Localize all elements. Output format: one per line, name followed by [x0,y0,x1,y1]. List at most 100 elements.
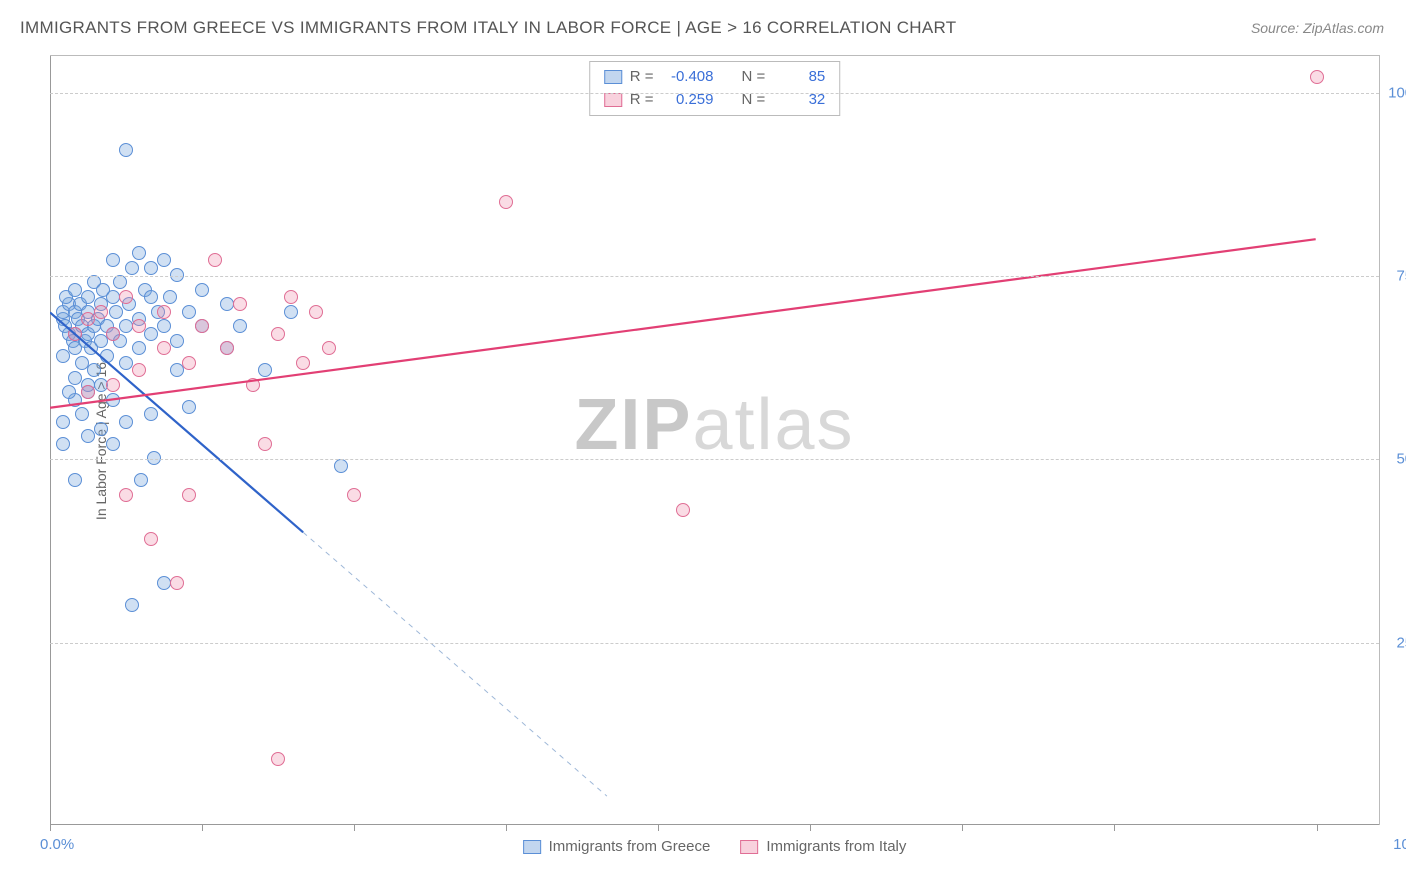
data-point [170,268,184,282]
data-point [119,488,133,502]
data-point [56,415,70,429]
data-point [195,319,209,333]
data-point [106,253,120,267]
n-label: N = [742,66,766,89]
data-point [676,503,690,517]
data-point [334,459,348,473]
data-point [100,349,114,363]
data-point [56,349,70,363]
data-point [309,305,323,319]
data-point [119,290,133,304]
data-point [106,393,120,407]
data-point [220,341,234,355]
scatter-layer [50,56,1379,825]
legend-row: R = -0.408 N = 85 [604,66,826,89]
data-point [246,378,260,392]
data-point [182,488,196,502]
r-value: -0.408 [662,66,714,89]
data-point [182,305,196,319]
gridline [50,276,1379,277]
gridline [50,93,1379,94]
data-point [284,290,298,304]
y-tick-label: 25.0% [1384,634,1406,651]
data-point [271,327,285,341]
data-point [132,246,146,260]
data-point [68,327,82,341]
data-point [163,290,177,304]
x-tick [658,825,659,831]
data-point [94,422,108,436]
data-point [56,437,70,451]
data-point [157,319,171,333]
y-tick-label: 100.0% [1384,84,1406,101]
data-point [119,143,133,157]
data-point [132,341,146,355]
legend-label: Immigrants from Italy [766,838,906,855]
legend-item: Immigrants from Italy [740,838,906,855]
x-tick [354,825,355,831]
data-point [208,253,222,267]
x-tick [962,825,963,831]
x-tick [1317,825,1318,831]
data-point [125,261,139,275]
data-point [106,437,120,451]
data-point [296,356,310,370]
data-point [75,407,89,421]
legend-swatch [604,93,622,107]
data-point [233,297,247,311]
data-point [106,378,120,392]
data-point [157,305,171,319]
n-value: 85 [773,66,825,89]
data-point [113,275,127,289]
data-point [182,400,196,414]
legend-swatch [523,840,541,854]
data-point [322,341,336,355]
data-point [157,341,171,355]
x-tick [506,825,507,831]
data-point [195,283,209,297]
data-point [119,415,133,429]
data-point [94,305,108,319]
data-point [1310,70,1324,84]
chart-plot-area: ZIPatlas In Labor Force | Age > 16 R =-0… [50,55,1380,825]
y-tick-label: 75.0% [1384,268,1406,285]
data-point [132,363,146,377]
data-point [109,305,123,319]
data-point [271,752,285,766]
legend-swatch [604,70,622,84]
data-point [258,363,272,377]
x-axis-max-label: 100.0% [1393,836,1406,853]
data-point [170,334,184,348]
source-attribution: Source: ZipAtlas.com [1251,20,1384,36]
gridline [50,643,1379,644]
series-legend: Immigrants from Greece Immigrants from It… [523,838,907,855]
data-point [106,327,120,341]
legend-item: Immigrants from Greece [523,838,711,855]
legend-swatch [740,840,758,854]
data-point [132,319,146,333]
x-tick [202,825,203,831]
chart-title: IMMIGRANTS FROM GREECE VS IMMIGRANTS FRO… [20,18,956,38]
data-point [62,385,76,399]
data-point [81,429,95,443]
legend-label: Immigrants from Greece [549,838,711,855]
data-point [284,305,298,319]
data-point [347,488,361,502]
data-point [144,327,158,341]
r-label: R = [630,66,654,89]
data-point [170,576,184,590]
y-tick-label: 50.0% [1384,451,1406,468]
data-point [144,290,158,304]
x-tick [1114,825,1115,831]
gridline [50,459,1379,460]
data-point [499,195,513,209]
data-point [157,253,171,267]
data-point [81,312,95,326]
data-point [258,437,272,451]
data-point [125,598,139,612]
data-point [144,532,158,546]
x-tick [50,825,51,831]
x-tick [810,825,811,831]
x-axis-min-label: 0.0% [40,836,74,853]
data-point [233,319,247,333]
